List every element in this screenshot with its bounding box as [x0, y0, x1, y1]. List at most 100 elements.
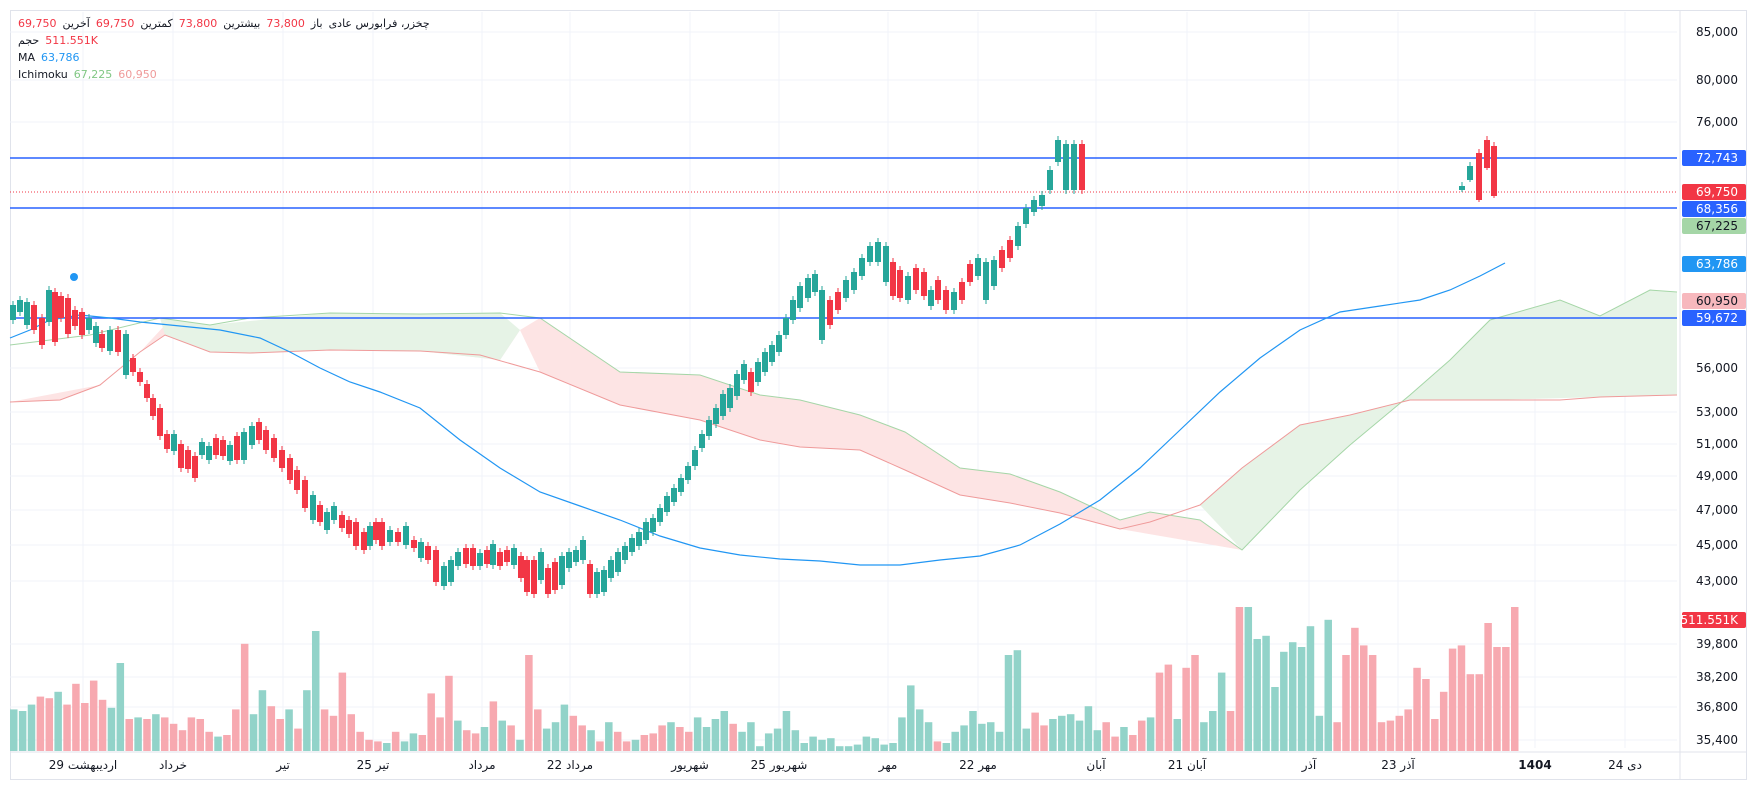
candle-body — [93, 326, 99, 343]
candle-body — [418, 542, 424, 558]
candle-body — [983, 262, 989, 300]
legend-low-value: 69,750 — [95, 17, 135, 30]
candle-body — [1071, 144, 1077, 190]
volume-bar — [480, 727, 489, 751]
volume-bar — [1351, 627, 1359, 751]
candle-body — [10, 305, 16, 320]
legend-high-label: بیشترین — [223, 17, 261, 30]
volume-bar — [400, 741, 409, 751]
volume-bar — [1466, 674, 1475, 751]
candle-body — [601, 570, 607, 592]
candle-body — [776, 335, 782, 352]
price-label-bg — [1682, 612, 1746, 628]
candle-body — [206, 446, 212, 460]
volume-bar — [827, 738, 835, 751]
candle-body — [271, 438, 277, 458]
volume-bar — [1422, 679, 1430, 751]
candle-body — [1055, 140, 1061, 162]
volume-bar — [880, 744, 888, 751]
candle-body — [448, 560, 454, 582]
candle-body — [137, 372, 143, 382]
volume-bar — [525, 655, 533, 751]
volume-bar — [1173, 719, 1181, 751]
candle-body — [713, 408, 719, 424]
volume-bar — [951, 731, 959, 751]
candle-body — [706, 420, 712, 436]
candle-body — [441, 566, 447, 586]
chart-frame — [10, 10, 1747, 780]
volume-bar — [1013, 650, 1022, 751]
volume-bar — [223, 735, 231, 751]
candle-body — [1079, 144, 1085, 190]
volume-bar — [1111, 736, 1119, 751]
volume-bar — [622, 741, 631, 751]
volume-bar — [1262, 635, 1270, 751]
legend-close-value: 69,750 — [18, 17, 57, 30]
volume-bar — [1235, 607, 1244, 751]
volume-bar — [924, 722, 933, 751]
candle-body — [1039, 195, 1045, 206]
volume-bar — [81, 703, 89, 751]
volume-bar — [63, 704, 71, 751]
candle-body — [538, 552, 544, 580]
candle-body — [999, 250, 1005, 268]
legend-ichimoku-value2: 60,950 — [118, 68, 157, 81]
volume-bar — [551, 722, 560, 751]
x-tick-label: آبان — [1086, 757, 1106, 772]
volume-bar — [1511, 607, 1519, 751]
candle-body — [991, 260, 997, 286]
volume-bar — [729, 723, 737, 751]
candle-body — [819, 290, 825, 340]
candle-body — [727, 388, 733, 408]
candle-body — [310, 495, 316, 520]
volume-bar — [258, 690, 267, 751]
candle-body — [734, 374, 740, 396]
volume-bar — [1484, 623, 1492, 751]
volume-bar — [738, 731, 746, 751]
y-tick-label: 56,000 — [1696, 361, 1738, 375]
legend-open-value: 73,800 — [266, 17, 305, 30]
volume-bar — [782, 711, 791, 751]
candle-body — [741, 364, 747, 380]
x-tick-label: 22 مرداد — [547, 758, 593, 773]
price-label-bg — [1682, 293, 1746, 309]
cloud-green-right — [1200, 290, 1677, 550]
candle-body — [1023, 208, 1029, 224]
ma-line — [9, 262, 1506, 566]
x-tick-label: آذر — [1301, 757, 1317, 773]
x-tick-label: 25 تیر — [357, 758, 390, 773]
price-label: 63,786 — [1696, 257, 1738, 271]
volume-bar — [1129, 735, 1137, 751]
volume-bar — [169, 723, 178, 751]
candle-body — [65, 298, 71, 334]
volume-bar — [45, 698, 54, 751]
candle-body — [608, 560, 614, 578]
candle-body — [573, 550, 579, 562]
y-tick-label: 36,800 — [1696, 700, 1738, 714]
candle-body — [748, 372, 754, 392]
candle-body — [331, 506, 337, 520]
price-label-bg — [1682, 218, 1746, 234]
legend-ma-label: MA — [18, 51, 36, 64]
candle-body — [905, 276, 911, 300]
legend-low-label: کمترین — [140, 17, 173, 30]
candle-body — [249, 426, 255, 445]
volume-bar — [1333, 722, 1341, 751]
y-tick-label: 53,000 — [1696, 405, 1738, 419]
volume-bar — [898, 717, 906, 751]
volume-bar — [1386, 720, 1395, 751]
volume-bar — [1448, 648, 1457, 751]
candle-body — [835, 292, 841, 310]
candle-body — [812, 274, 818, 292]
candle-body — [115, 330, 121, 352]
volume-bar — [1191, 655, 1199, 751]
volume-bar — [303, 690, 311, 751]
candle-body — [1063, 144, 1069, 190]
price-label: 60,950 — [1696, 294, 1738, 308]
candle-body — [678, 478, 684, 492]
volume-bar — [10, 709, 18, 751]
horizontal-lines[interactable] — [10, 157, 1677, 319]
volume-bar — [773, 728, 782, 751]
candle-body — [484, 550, 490, 564]
